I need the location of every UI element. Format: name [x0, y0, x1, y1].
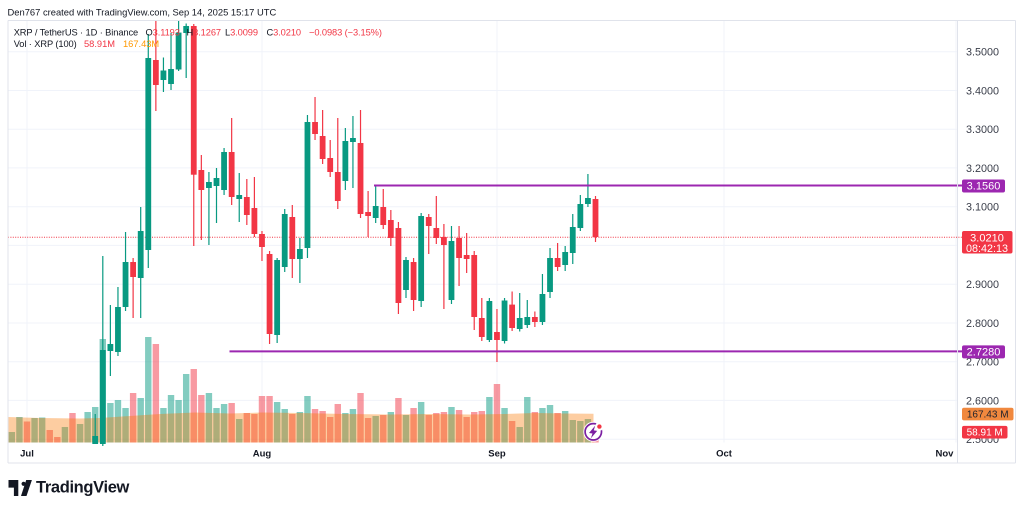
svg-text:167.43 M: 167.43 M [967, 410, 1009, 421]
svg-text:3.4000: 3.4000 [966, 85, 999, 97]
svg-text:Nov: Nov [936, 449, 955, 460]
svg-text:2.7280: 2.7280 [967, 347, 1001, 359]
svg-text:XRP / TetherUS · 1D · Binance: XRP / TetherUS · 1D · Binance [14, 28, 138, 38]
svg-text:3.2000: 3.2000 [966, 163, 999, 175]
svg-text:58.91 M: 58.91 M [967, 428, 1003, 439]
svg-text:2.8000: 2.8000 [966, 318, 999, 330]
svg-text:58.91M: 58.91M [84, 39, 115, 49]
svg-text:Jul: Jul [20, 449, 34, 460]
svg-text:3.3000: 3.3000 [966, 124, 999, 136]
svg-text:3.1000: 3.1000 [966, 202, 999, 214]
svg-text:Aug: Aug [253, 449, 272, 460]
svg-text:Vol · XRP (100): Vol · XRP (100) [14, 39, 77, 49]
svg-text:3.0210: 3.0210 [970, 232, 1004, 244]
svg-text:2.9000: 2.9000 [966, 279, 999, 291]
svg-text:Sep: Sep [488, 449, 506, 460]
svg-text:Oct: Oct [716, 449, 733, 460]
svg-text:08:42:13: 08:42:13 [966, 243, 1008, 255]
svg-text:3.5000: 3.5000 [966, 47, 999, 59]
svg-text:2.6000: 2.6000 [966, 395, 999, 407]
svg-text:2.7000: 2.7000 [966, 357, 999, 369]
svg-text:TradingView: TradingView [36, 479, 130, 497]
svg-text:Den767 created with TradingVie: Den767 created with TradingView.com, Sep… [8, 6, 277, 17]
svg-text:167.43M: 167.43M [123, 39, 159, 49]
svg-text:3.1560: 3.1560 [967, 181, 1001, 193]
